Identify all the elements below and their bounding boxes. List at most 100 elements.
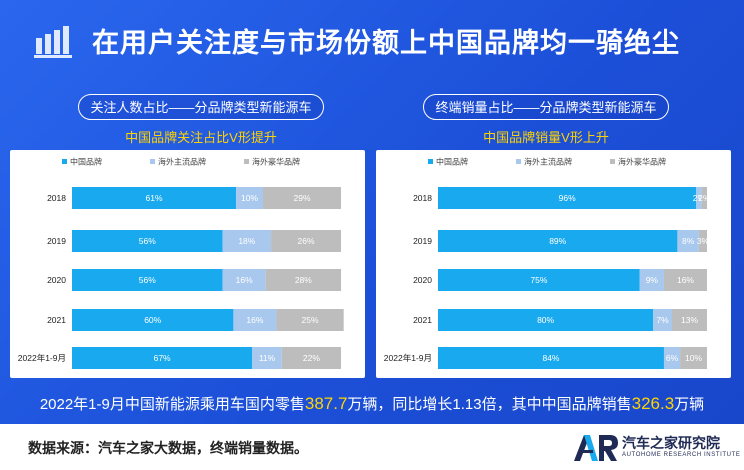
data-label: 56%	[139, 236, 156, 246]
category-label: 2019	[47, 236, 66, 246]
right-chart-panel: 中国品牌 海外主流品牌 海外豪华品牌 2018 96% 2% 2% 2019 89% 8% 3% 20…	[376, 150, 731, 378]
legend-swatch-1	[150, 159, 155, 164]
bar-segment-0	[438, 230, 678, 252]
left-chart-subtitle: 中国品牌关注占比V形提升	[125, 130, 277, 145]
bar-segment-0	[72, 309, 234, 331]
right-chart-title: 终端销量占比——分品牌类型新能源车	[423, 94, 669, 120]
bar-segment-0	[72, 347, 253, 369]
summary-middle: 万辆，同比增长1.13倍，其中中国品牌销售	[347, 396, 632, 413]
data-label: 75%	[530, 275, 547, 285]
data-label: 56%	[139, 275, 156, 285]
ar-logo-icon	[574, 435, 618, 461]
bar-segment-1	[252, 347, 282, 369]
data-label: 29%	[293, 193, 310, 203]
china-sales-value: 326.3	[631, 394, 675, 413]
legend-label-1: 海外主流品牌	[524, 157, 572, 167]
left-chart-panel: 中国品牌 海外主流品牌 海外豪华品牌 2018 61% 10% 29% 2019 56% 18% 2…	[10, 150, 365, 378]
data-label: 16%	[246, 315, 263, 325]
summary-text: 2022年1-9月中国新能源乘用车国内零售387.7万辆，同比增长1.13倍，其…	[0, 393, 744, 414]
legend-label-0: 中国品牌	[70, 157, 102, 167]
bar-segment-1	[236, 187, 263, 209]
bar-segment-1	[222, 230, 272, 252]
logo-subtitle: AUTOHOME RESEARCH INSTITUTE	[622, 452, 741, 458]
bar-segment-0	[72, 230, 223, 252]
summary-prefix: 2022年1-9月中国新能源乘用车国内零售	[39, 396, 305, 413]
attention-share-chart: 中国品牌 海外主流品牌 海外豪华品牌 2018 61% 10% 29% 2019 56% 18% 2…	[18, 157, 344, 369]
legend-swatch-1	[516, 159, 521, 164]
data-label: 9%	[646, 275, 659, 285]
bar-segment-1	[696, 187, 702, 209]
category-label: 2021	[413, 315, 432, 325]
data-label: 16%	[677, 275, 694, 285]
data-label: 84%	[542, 353, 559, 363]
bar-segment-1	[639, 269, 664, 291]
legend-swatch-0	[62, 159, 67, 164]
right-chart-subtitle: 中国品牌销量V形上升	[483, 130, 609, 145]
legend-swatch-2	[244, 159, 249, 164]
autohome-research-logo: 汽车之家研究院 AUTOHOME RESEARCH INSTITUTE	[572, 430, 740, 466]
retail-value: 387.7	[304, 394, 348, 413]
page-title: 在用户关注度与市场份额上中国品牌均一骑绝尘	[92, 28, 680, 59]
bar-segment-0	[72, 269, 223, 291]
bar-segment-2	[281, 347, 341, 369]
bar-segment-2	[698, 230, 707, 252]
data-label: 13%	[681, 315, 698, 325]
data-label: 25%	[302, 315, 319, 325]
legend-label-2: 海外豪华品牌	[618, 157, 666, 167]
data-label: 8%	[682, 236, 695, 246]
category-label: 2020	[47, 275, 66, 285]
category-label: 2020	[413, 275, 432, 285]
category-label: 2022年1-9月	[18, 353, 66, 363]
logo-name: 汽车之家研究院	[622, 436, 720, 452]
bar-segment-0	[438, 269, 640, 291]
data-label: 18%	[238, 236, 255, 246]
bar-segment-1	[663, 347, 681, 369]
summary-suffix: 万辆	[674, 396, 705, 413]
data-label: 2%	[698, 193, 711, 203]
data-label: 6%	[666, 353, 679, 363]
bar-segment-2	[276, 309, 344, 331]
legend-label-1: 海外主流品牌	[158, 157, 206, 167]
bar-segment-2	[265, 269, 341, 291]
data-label: 10%	[241, 193, 258, 203]
data-label: 26%	[298, 236, 315, 246]
bar-segment-0	[438, 309, 654, 331]
category-label: 2019	[413, 236, 432, 246]
category-label: 2018	[413, 193, 432, 203]
bar-segment-1	[677, 230, 699, 252]
bar-segment-2	[680, 347, 707, 369]
legend-swatch-2	[610, 159, 615, 164]
data-label: 7%	[656, 315, 669, 325]
bar-chart-icon	[34, 26, 72, 58]
data-label: 96%	[559, 193, 576, 203]
data-label: 60%	[144, 315, 161, 325]
bar-segment-2	[262, 187, 341, 209]
legend-label-0: 中国品牌	[436, 157, 468, 167]
legend-swatch-0	[428, 159, 433, 164]
footer: 数据来源：汽车之家大数据，终端销量数据。 汽车之家研究院 AUTOHOME RE…	[0, 424, 744, 470]
category-label: 2018	[47, 193, 66, 203]
data-label: 89%	[549, 236, 566, 246]
bar-segment-1	[222, 269, 266, 291]
left-chart-title: 关注人数占比——分品牌类型新能源车	[78, 94, 324, 120]
legend-label-2: 海外豪华品牌	[252, 157, 300, 167]
bar-segment-1	[653, 309, 673, 331]
data-label: 11%	[259, 353, 276, 363]
bar-segment-0	[438, 347, 664, 369]
data-label: 2%	[693, 193, 706, 203]
data-label: 22%	[303, 353, 320, 363]
data-label: 3%	[697, 236, 710, 246]
data-label: 80%	[537, 315, 554, 325]
category-label: 2021	[47, 315, 66, 325]
bar-segment-0	[438, 187, 697, 209]
bar-segment-1	[233, 309, 277, 331]
bar-segment-2	[701, 187, 707, 209]
data-label: 10%	[685, 353, 702, 363]
bar-segment-2	[663, 269, 707, 291]
data-label: 16%	[236, 275, 253, 285]
data-label: 67%	[154, 353, 171, 363]
bar-segment-0	[72, 187, 237, 209]
data-label: 28%	[295, 275, 312, 285]
bar-segment-2	[271, 230, 341, 252]
sales-share-chart: 中国品牌 海外主流品牌 海外豪华品牌 2018 96% 2%2% 2019 89% 8% 3% 20…	[384, 157, 711, 369]
